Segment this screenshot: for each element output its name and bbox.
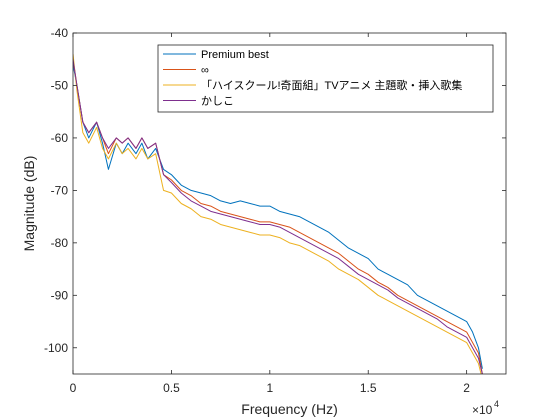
y-tick-label: -50 bbox=[51, 78, 69, 92]
legend-label: Premium best bbox=[201, 49, 269, 61]
y-tick-label: -60 bbox=[51, 131, 69, 145]
axes-box bbox=[72, 32, 507, 375]
series-layer bbox=[73, 53, 483, 374]
legend: Premium best ∞「ハイスクール!奇面組」TVアニメ 主題歌・挿入歌集か… bbox=[157, 44, 494, 113]
y-tick-label: -100 bbox=[44, 341, 68, 355]
x-exponent-power: 4 bbox=[494, 399, 499, 409]
y-tick-label: -80 bbox=[51, 236, 69, 250]
x-exponent-base: ×10 bbox=[472, 403, 493, 417]
legend-entries: Premium best ∞「ハイスクール!奇面組」TVアニメ 主題歌・挿入歌集か… bbox=[163, 49, 462, 108]
x-tick-label: 0 bbox=[70, 381, 77, 395]
y-axis: -40 -50 -60 -70 -80 -90 -100 bbox=[44, 26, 506, 355]
x-tick-label: 1.5 bbox=[360, 381, 377, 395]
series-line-3 bbox=[73, 53, 482, 374]
legend-label: かしこ bbox=[201, 95, 234, 108]
legend-label: ∞ bbox=[201, 65, 209, 77]
x-tick-label: 2 bbox=[463, 381, 470, 395]
x-axis-label: Frequency (Hz) bbox=[241, 401, 337, 417]
series-line-4 bbox=[73, 59, 483, 374]
legend-box bbox=[157, 44, 494, 113]
y-tick-label: -70 bbox=[51, 183, 69, 197]
x-axis: 0 0.5 1 1.5 2 bbox=[70, 33, 470, 395]
legend-label: 「ハイスクール!奇面組」TVアニメ 主題歌・挿入歌集 bbox=[201, 78, 462, 92]
y-axis-label: Magnitude (dB) bbox=[21, 156, 37, 252]
x-exponent-label: ×10 4 bbox=[472, 399, 499, 417]
x-tick-label: 1 bbox=[266, 381, 273, 395]
x-tick-label: 0.5 bbox=[163, 381, 180, 395]
y-tick-label: -90 bbox=[51, 288, 69, 302]
y-tick-label: -40 bbox=[51, 26, 69, 40]
